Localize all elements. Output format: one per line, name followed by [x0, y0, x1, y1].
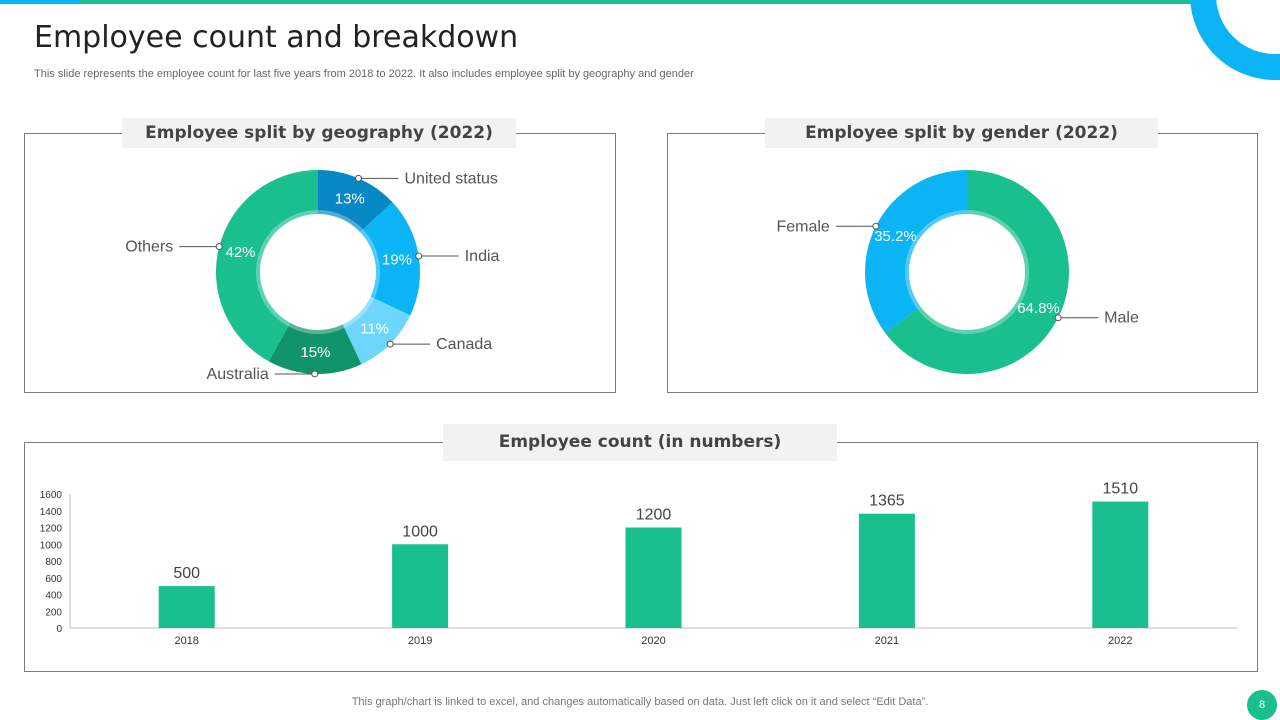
geo-value-label: 42% — [225, 244, 255, 261]
geo-slice-australia[interactable] — [268, 322, 362, 374]
geo-leader-dot — [386, 340, 394, 348]
corner-arc-decoration — [1190, 0, 1280, 80]
geo-slice-india[interactable] — [360, 202, 420, 316]
gender-leader-dot — [1054, 314, 1062, 322]
bar-y-tick-label: 800 — [45, 557, 62, 568]
page-title: Employee count and breakdown — [34, 20, 519, 55]
gender-value-label: 64.8% — [1017, 300, 1060, 317]
gender-slice-female[interactable] — [865, 170, 967, 333]
gender-category-label: Female — [776, 218, 829, 235]
bar-y-tick-label: 400 — [45, 591, 62, 602]
bar-value-label: 1510 — [1103, 481, 1139, 498]
bar-y-tick-label: 600 — [45, 574, 62, 585]
geo-category-label: United status — [405, 170, 498, 187]
bar-2019[interactable] — [392, 544, 449, 628]
page-number-badge: 8 — [1247, 690, 1277, 720]
geo-leader-dot — [311, 370, 319, 378]
bar-x-tick-label: 2020 — [641, 635, 665, 647]
gender-inner-ring — [905, 210, 1029, 334]
geo-value-label: 11% — [360, 321, 389, 338]
gender-value-label: 35.2% — [874, 228, 917, 245]
bar-y-tick-label: 1200 — [40, 524, 63, 535]
bar-x-tick-label: 2022 — [1108, 635, 1132, 647]
top-accent-bar-teal — [80, 0, 1200, 4]
geo-inner-ring — [256, 210, 380, 334]
bar-2018[interactable] — [158, 586, 215, 628]
bar-y-tick-label: 200 — [45, 607, 62, 618]
geo-leader-dot — [355, 174, 363, 182]
bar-y-tick-label: 1600 — [40, 490, 63, 501]
geography-chart-title: Employee split by geography (2022) — [122, 118, 516, 148]
geo-leader-dot — [415, 252, 423, 260]
bar-x-tick-label: 2018 — [174, 635, 198, 647]
footer-note: This graph/chart is linked to excel, and… — [351, 696, 929, 708]
geo-leader-dot — [215, 243, 223, 251]
geo-category-label: India — [465, 248, 500, 265]
gender-category-label: Male — [1104, 310, 1139, 327]
bar-chart-title: Employee count (in numbers) — [443, 424, 837, 461]
bar-value-label: 1365 — [869, 493, 905, 510]
gender-chart-title: Employee split by gender (2022) — [765, 118, 1158, 148]
bar-2021[interactable] — [858, 513, 915, 628]
page-subtitle: This slide represents the employee count… — [34, 68, 694, 80]
top-accent-bar-blue — [0, 0, 80, 4]
geo-slice-canada[interactable] — [342, 296, 411, 365]
bar-2022[interactable] — [1092, 501, 1149, 628]
geo-value-label: 15% — [300, 344, 330, 361]
gender-slice-male[interactable] — [885, 170, 1070, 374]
bar-value-label: 500 — [173, 565, 200, 582]
bar-x-tick-label: 2019 — [408, 635, 432, 647]
geo-category-label: Canada — [436, 336, 492, 353]
geo-category-label: Australia — [207, 366, 269, 383]
bar-y-tick-label: 0 — [56, 624, 62, 635]
gender-leader-dot — [872, 222, 880, 230]
bar-x-tick-label: 2021 — [875, 635, 899, 647]
geo-slice-others[interactable] — [216, 170, 318, 362]
geo-value-label: 13% — [335, 191, 365, 208]
geo-value-label: 19% — [382, 251, 412, 268]
bar-y-tick-label: 1400 — [40, 507, 63, 518]
bar-value-label: 1000 — [402, 523, 438, 540]
geo-category-label: Others — [125, 239, 173, 256]
bar-value-label: 1200 — [636, 507, 672, 524]
geo-slice-united-status[interactable] — [318, 170, 393, 233]
bar-y-tick-label: 1000 — [40, 540, 63, 551]
bar-2020[interactable] — [625, 527, 682, 629]
